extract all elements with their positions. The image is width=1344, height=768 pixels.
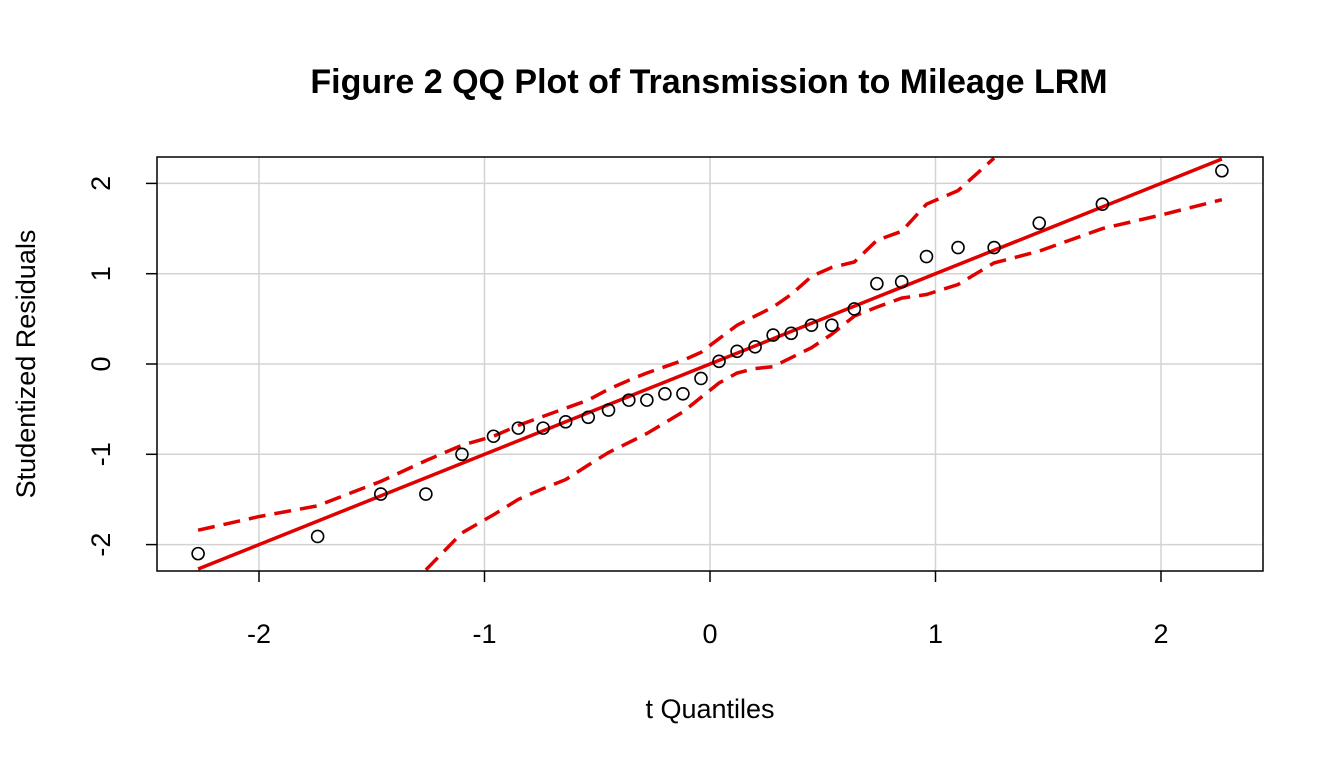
chart-title: Figure 2 QQ Plot of Transmission to Mile…	[310, 63, 1107, 101]
data-point	[622, 393, 636, 407]
x-tick-label: 2	[1153, 619, 1168, 649]
y-tick-label: -2	[86, 533, 116, 557]
x-tick-label: 0	[702, 619, 717, 649]
x-axis-label: t Quantiles	[645, 694, 774, 724]
y-axis-label: Studentized Residuals	[11, 230, 41, 499]
y-tick-label: 1	[86, 266, 116, 281]
y-tick-label: 2	[86, 176, 116, 191]
x-axis: -2 -1 0 1 2	[247, 571, 1169, 649]
data-point	[1095, 197, 1110, 211]
data-point	[987, 240, 1001, 255]
confidence-envelope	[197, 157, 1223, 571]
data-point	[419, 487, 433, 501]
y-axis: -2 -1 0 1 2	[86, 176, 157, 557]
data-point	[1032, 216, 1047, 230]
data-point	[581, 410, 596, 425]
data-point	[730, 344, 744, 359]
data-point	[870, 276, 884, 291]
y-tick-label: -1	[86, 442, 116, 466]
reference-line	[197, 157, 1223, 571]
x-tick-label: -2	[247, 619, 271, 649]
data-point	[694, 371, 708, 386]
data-point	[951, 240, 965, 255]
data-point	[486, 429, 501, 444]
data-point	[894, 275, 909, 289]
data-point	[310, 529, 325, 544]
data-point	[191, 546, 205, 561]
data-point	[784, 326, 798, 341]
data-point	[824, 318, 839, 332]
envelope-lower-line	[424, 198, 1223, 571]
x-tick-label: -1	[472, 619, 496, 649]
data-point	[919, 249, 934, 264]
data-points	[191, 163, 1229, 561]
data-point	[766, 328, 780, 342]
data-point	[847, 302, 862, 316]
data-point	[712, 354, 726, 369]
y-tick-label: 0	[86, 356, 116, 371]
grid-lines	[157, 157, 1263, 571]
x-tick-label: 1	[928, 619, 943, 649]
reference-line-group	[197, 157, 1223, 571]
data-point	[658, 386, 672, 401]
data-point	[455, 447, 469, 462]
data-point	[373, 487, 388, 501]
data-point	[558, 414, 573, 429]
data-point	[536, 421, 550, 435]
envelope-upper-line	[197, 157, 996, 532]
data-point	[676, 386, 690, 401]
data-point	[601, 403, 616, 417]
data-point	[640, 393, 654, 407]
data-point	[511, 421, 526, 435]
data-point	[804, 318, 819, 332]
data-point	[1215, 163, 1229, 178]
data-point	[748, 340, 762, 354]
